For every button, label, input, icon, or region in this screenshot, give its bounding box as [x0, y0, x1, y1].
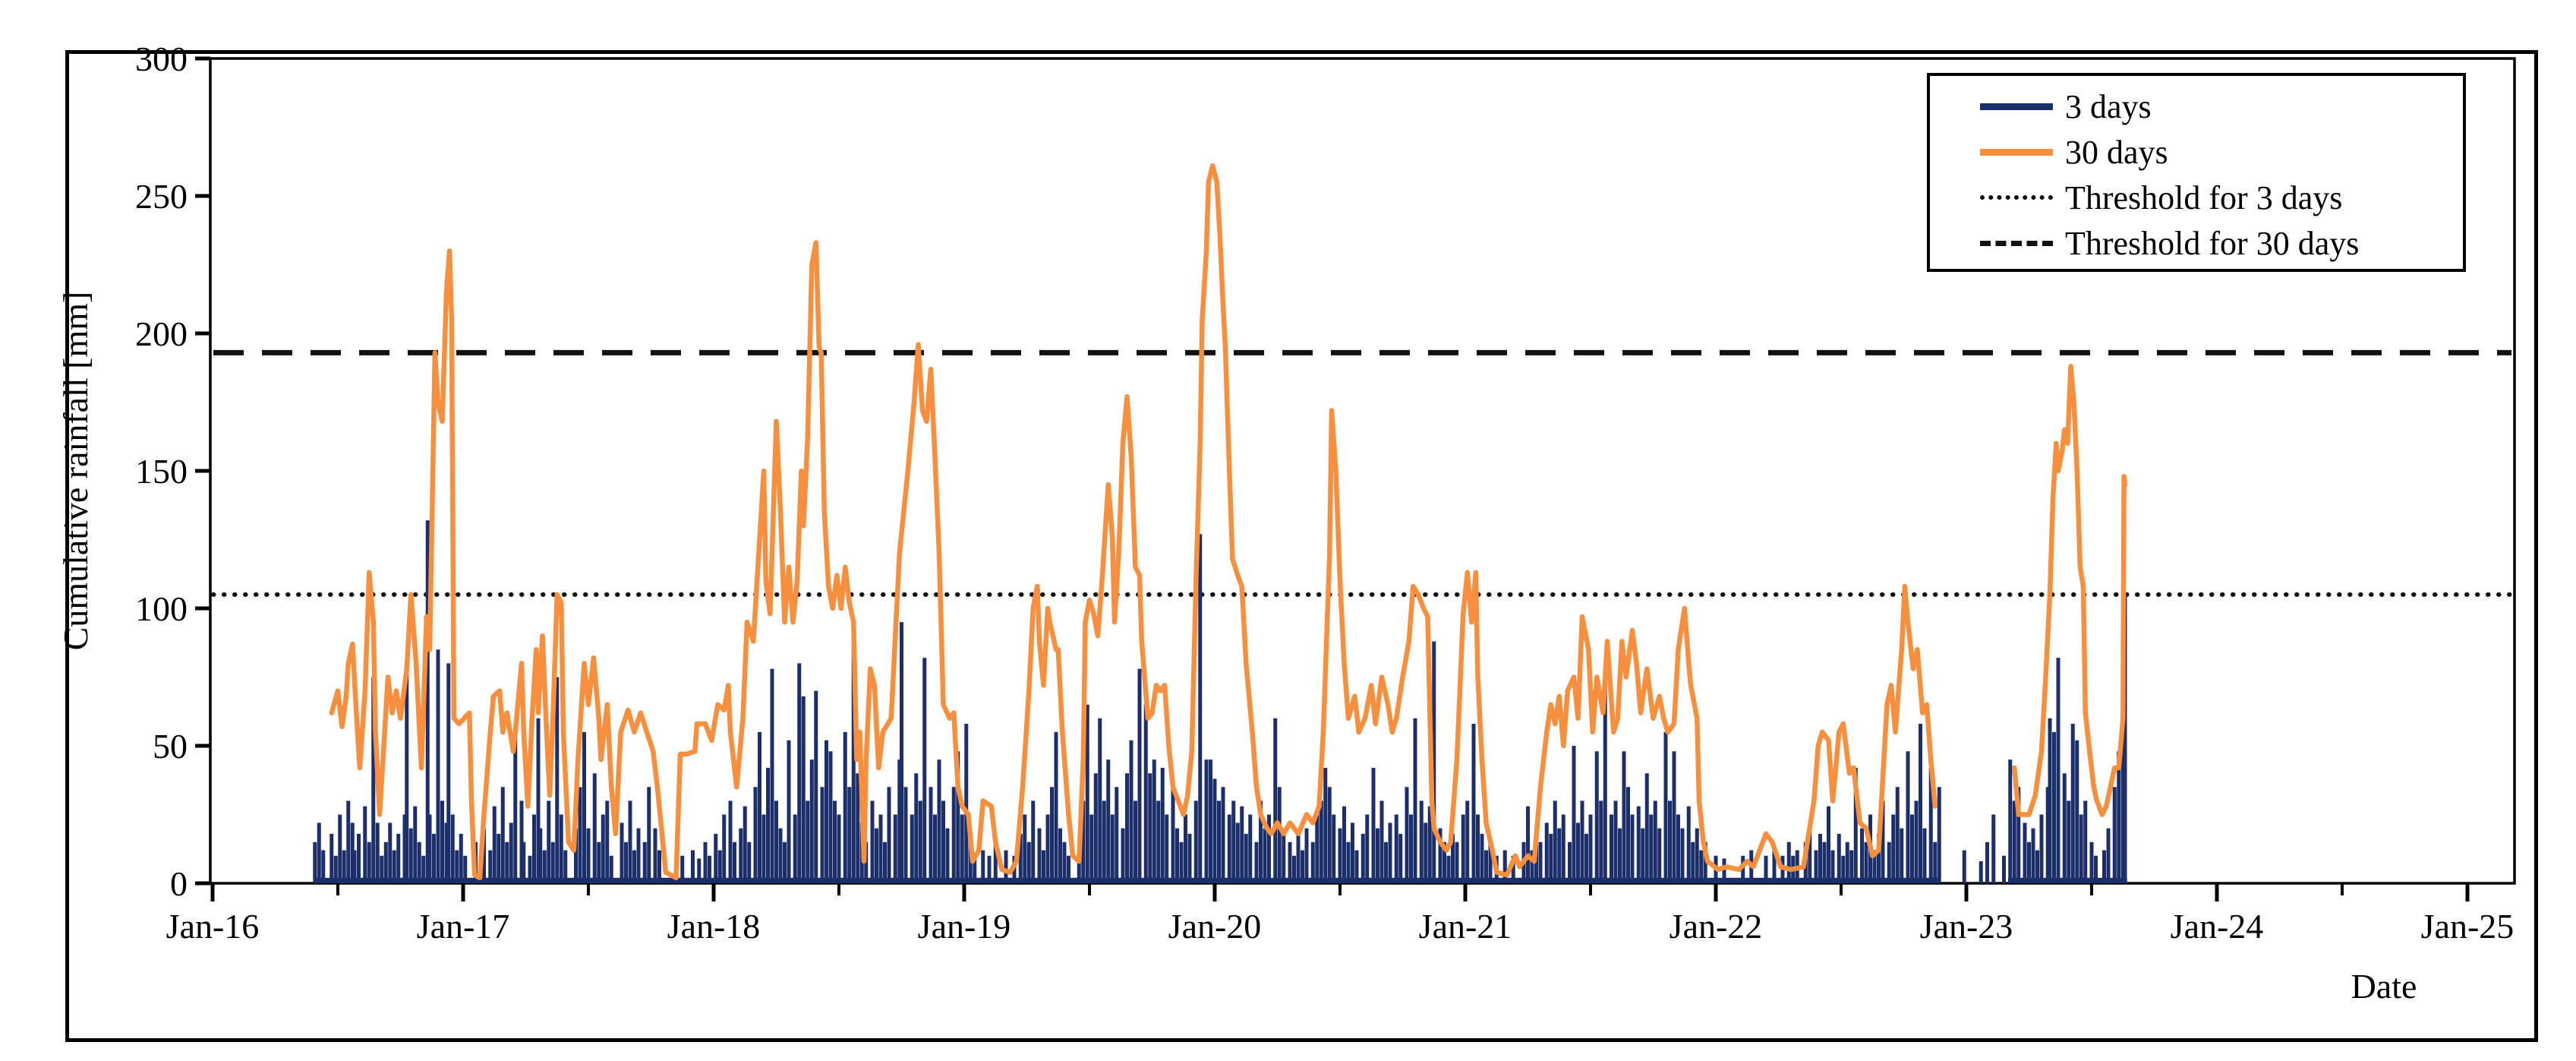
figure-border	[65, 50, 2538, 1042]
x-tick-label: Jan-19	[918, 907, 1011, 946]
legend-swatch-threshold-30days	[1980, 240, 2053, 246]
x-tick-label: Jan-17	[417, 907, 510, 946]
legend-label-3days: 3 days	[2065, 87, 2152, 125]
y-tick-label: 100	[135, 589, 188, 628]
x-tick-label: Jan-23	[1920, 907, 2013, 946]
legend-item-threshold-30days: Threshold for 30 days	[1930, 220, 2463, 266]
legend-swatch-threshold-3days	[1980, 195, 2053, 200]
x-tick-label: Jan-20	[1168, 907, 1262, 946]
legend: 3 days 30 days Threshold for 3 days Thre…	[1927, 73, 2466, 272]
x-tick-label: Jan-21	[1419, 907, 1512, 946]
x-tick-label: Jan-24	[2171, 907, 2264, 946]
legend-label-30days: 30 days	[2065, 133, 2168, 171]
legend-label-threshold-30days: Threshold for 30 days	[2065, 224, 2360, 262]
series-30day-line	[329, 163, 2128, 881]
legend-swatch-30days	[1980, 148, 2053, 156]
y-axis-title: Cumulative rainfall [mm]	[56, 291, 95, 651]
legend-item-3days: 3 days	[1930, 84, 2463, 129]
y-tick-label: 300	[135, 39, 188, 78]
legend-item-threshold-3days: Threshold for 3 days	[1930, 175, 2463, 220]
x-tick-label: Jan-22	[1670, 907, 1763, 946]
x-tick-label: Jan-25	[2421, 907, 2515, 946]
x-axis-ticks: Jan-16 Jan-17 Jan-18 Jan-19 Jan-20 Jan-21 Jan-…	[166, 883, 2515, 946]
x-tick-label: Jan-18	[667, 907, 761, 946]
x-axis-title: Date	[2351, 967, 2417, 1006]
x-tick-label: Jan-16	[166, 907, 260, 946]
y-tick-label: 250	[135, 177, 188, 216]
y-tick-label: 0	[170, 864, 188, 903]
legend-item-30days: 30 days	[1930, 129, 2463, 175]
legend-label-threshold-3days: Threshold for 3 days	[2065, 178, 2343, 216]
y-tick-label: 50	[153, 727, 188, 766]
legend-swatch-3days	[1980, 103, 2053, 110]
y-axis-ticks: 0 50 100 150 200 250 300	[135, 39, 210, 903]
y-tick-label: 200	[135, 314, 188, 353]
y-tick-label: 150	[135, 452, 188, 491]
